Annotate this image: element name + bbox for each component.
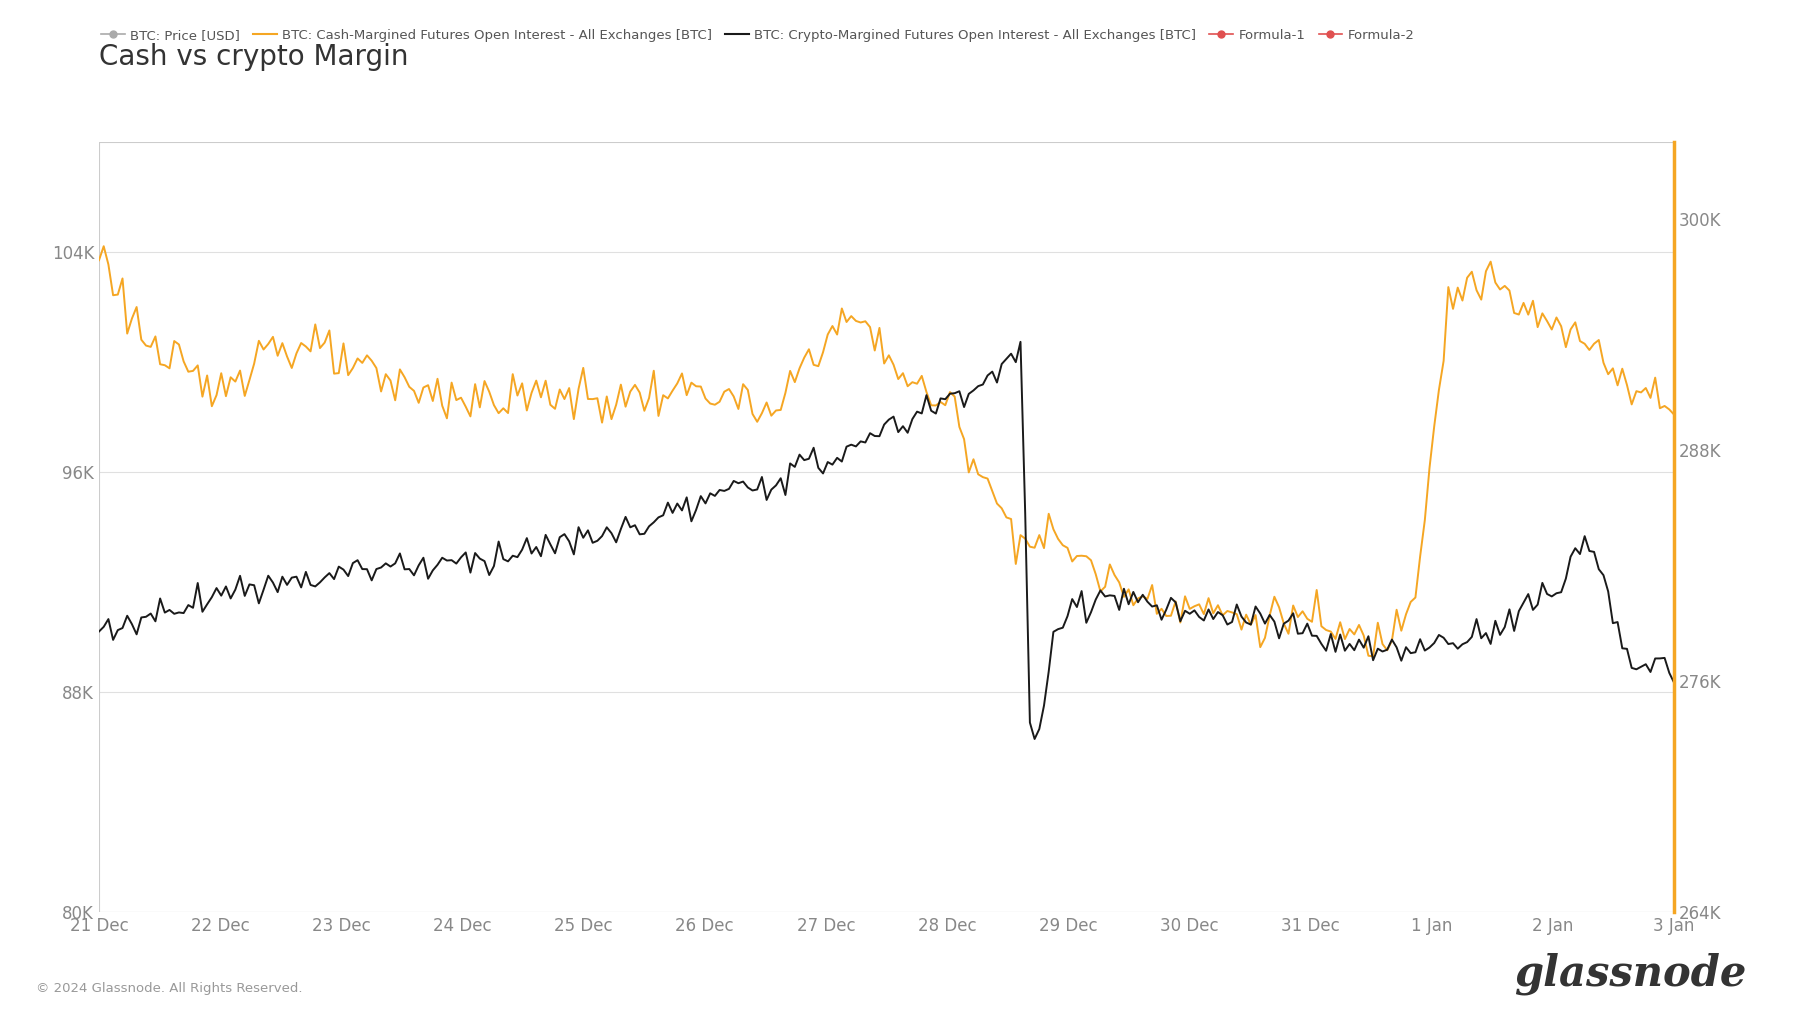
Text: Cash vs crypto Margin: Cash vs crypto Margin <box>99 43 409 71</box>
Text: glassnode: glassnode <box>1514 952 1746 995</box>
Text: © 2024 Glassnode. All Rights Reserved.: © 2024 Glassnode. All Rights Reserved. <box>36 982 302 995</box>
Legend: BTC: Price [USD], BTC: Cash-Margined Futures Open Interest - All Exchanges [BTC]: BTC: Price [USD], BTC: Cash-Margined Fut… <box>101 29 1415 43</box>
